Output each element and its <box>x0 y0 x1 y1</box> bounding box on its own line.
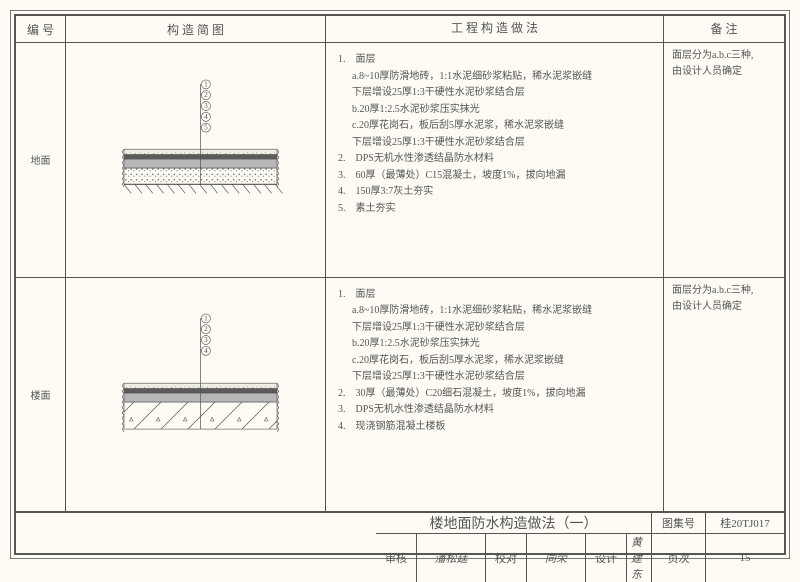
method-line: 3. DPS无机水性渗透结晶防水材料 <box>338 403 651 418</box>
page: 编 号 构 造 简 图 工 程 构 造 做 法 备 注 地面 1 2 3 4 5 1. … <box>0 0 800 569</box>
svg-text:2: 2 <box>204 91 208 99</box>
svg-text:3: 3 <box>204 336 208 344</box>
header-diagram: 构 造 简 图 <box>66 16 326 42</box>
method-line: 4. 现浇钢筋混凝土楼板 <box>338 420 651 435</box>
method-line: 1. 面层 <box>338 53 651 68</box>
check-value: 潘松廷 <box>416 534 485 582</box>
method-line: 下层增设25厚1:3干硬性水泥砂浆结合层 <box>338 321 651 336</box>
proof-label: 校对 <box>485 534 526 582</box>
note-line: 面层分为a.b.c三种, <box>672 284 776 298</box>
table-header-row: 编 号 构 造 简 图 工 程 构 造 做 法 备 注 <box>16 16 784 43</box>
ground-diagram: 1 2 3 4 5 <box>86 70 306 250</box>
method-line: c.20厚花岗石，板后刮5厚水泥浆，稀水泥浆嵌缝 <box>338 119 651 134</box>
method-line: a.8~10厚防滑地砖，1:1水泥细砂浆粘贴，稀水泥浆嵌缝 <box>338 70 651 85</box>
row-id: 楼面 <box>16 278 66 512</box>
method-line: 1. 面层 <box>338 288 651 303</box>
row-method: 1. 面层 a.8~10厚防滑地砖，1:1水泥细砂浆粘贴，稀水泥浆嵌缝下层增设25… <box>326 43 664 277</box>
header-method: 工 程 构 造 做 法 <box>326 16 664 42</box>
svg-text:4: 4 <box>204 113 208 121</box>
row-id: 地面 <box>16 43 66 277</box>
row-diagram: 1 2 3 4 <box>66 278 326 512</box>
title-row: 楼地面防水构造做法（一） 图集号 桂20TJ017 <box>376 513 784 534</box>
method-line: a.8~10厚防滑地砖，1:1水泥细砂浆粘贴，稀水泥浆嵌缝 <box>338 304 651 319</box>
title-block-spacer <box>16 513 376 553</box>
title-block: 楼地面防水构造做法（一） 图集号 桂20TJ017 审核 潘松廷 校对 同荣 设… <box>16 511 784 553</box>
method-line: 3. 60厚（最薄处）C15混凝土，坡度1%，拔向地漏 <box>338 169 651 184</box>
table-row: 地面 1 2 3 4 5 1. 面层 a.8~10厚防滑地砖，1:1水泥细砂浆粘贴，稀水泥… <box>16 43 784 278</box>
method-line: 2. 30厚（最薄处）C20细石混凝土，坡度1%，拔向地漏 <box>338 387 651 402</box>
design-label: 设计 <box>585 534 626 582</box>
row-note: 面层分为a.b.c三种, 由设计人员确定 <box>664 278 784 512</box>
svg-text:5: 5 <box>204 123 208 131</box>
row-method: 1. 面层a.8~10厚防滑地砖，1:1水泥细砂浆粘贴，稀水泥浆嵌缝下层增设25… <box>326 278 664 512</box>
method-line: 2. DPS无机水性渗透结晶防水材料 <box>338 152 651 167</box>
row-diagram: 1 2 3 4 5 <box>66 43 326 277</box>
method-line: b.20厚1:2.5水泥砂浆压实抹光 <box>338 337 651 352</box>
proof-value: 同荣 <box>526 534 585 582</box>
method-line: c.20厚花岗石，板后刮5厚水泥浆，稀水泥浆嵌缝 <box>338 354 651 369</box>
outer-frame: 编 号 构 造 简 图 工 程 构 造 做 法 备 注 地面 1 2 3 4 5 1. … <box>10 10 790 559</box>
method-line: 下层增设25厚1:3干硬性水泥砂浆结合层 <box>338 86 651 101</box>
title-block-content: 楼地面防水构造做法（一） 图集号 桂20TJ017 审核 潘松廷 校对 同荣 设… <box>376 513 784 553</box>
series-value: 桂20TJ017 <box>705 513 784 533</box>
method-line: 4. 150厚3:7灰土夯实 <box>338 185 651 200</box>
page-value: 15 <box>705 534 784 582</box>
note-line: 由设计人员确定 <box>672 300 776 314</box>
method-line: 下层增设25厚1:3干硬性水泥砂浆结合层 <box>338 136 651 151</box>
series-label: 图集号 <box>651 513 705 533</box>
svg-text:4: 4 <box>204 347 208 355</box>
svg-text:3: 3 <box>204 102 208 110</box>
header-id: 编 号 <box>16 16 66 42</box>
note-line: 面层分为a.b.c三种, <box>672 49 776 63</box>
design-value: 黄建东 <box>626 534 651 582</box>
row-note: 面层分为a.b.c三种, 由设计人员确定 <box>664 43 784 277</box>
info-row: 审核 潘松廷 校对 同荣 设计 黄建东 页次 15 <box>376 534 784 582</box>
check-label: 审核 <box>376 534 416 582</box>
drawing-title: 楼地面防水构造做法（一） <box>376 513 651 533</box>
inner-frame: 编 号 构 造 简 图 工 程 构 造 做 法 备 注 地面 1 2 3 4 5 1. … <box>14 14 786 555</box>
floor-diagram: 1 2 3 4 <box>86 304 306 484</box>
method-line: 下层增设25厚1:3干硬性水泥砂浆结合层 <box>338 370 651 385</box>
header-note: 备 注 <box>664 16 784 42</box>
content-table: 编 号 构 造 简 图 工 程 构 造 做 法 备 注 地面 1 2 3 4 5 1. … <box>16 16 784 511</box>
method-line: b.20厚1:2.5水泥砂浆压实抹光 <box>338 103 651 118</box>
note-line: 由设计人员确定 <box>672 65 776 79</box>
page-label: 页次 <box>651 534 705 582</box>
table-row: 楼面 1 2 3 4 1. 面层a.8~10厚防滑地砖，1:1水泥细砂浆粘贴，稀水泥浆… <box>16 278 784 512</box>
svg-text:2: 2 <box>204 325 208 333</box>
method-line: 5. 素土夯实 <box>338 202 651 217</box>
svg-text:1: 1 <box>204 315 208 323</box>
svg-text:1: 1 <box>204 80 208 88</box>
